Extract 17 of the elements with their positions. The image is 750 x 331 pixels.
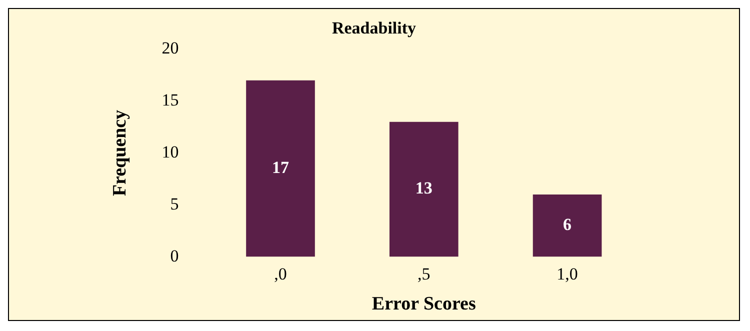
x-axis-title: Error Scores — [372, 294, 476, 315]
data-label: 17 — [272, 158, 290, 177]
bar — [532, 194, 602, 257]
y-axis-title: Frequency — [109, 109, 130, 196]
y-tick-label: 20 — [162, 38, 179, 58]
data-label: 13 — [415, 178, 432, 198]
y-tick-label: 0 — [170, 246, 179, 266]
y-tick-label: 5 — [170, 194, 179, 214]
y-tick-label: 15 — [162, 90, 179, 110]
x-tick-label: ,0 — [274, 264, 287, 284]
bar — [246, 80, 315, 257]
x-tick-label: ,5 — [418, 264, 430, 284]
chart-title: Readability — [332, 18, 417, 38]
x-tick-label: 1,0 — [556, 264, 578, 284]
bar — [389, 122, 458, 257]
data-label: 6 — [563, 215, 572, 234]
y-tick-label: 10 — [162, 142, 179, 162]
